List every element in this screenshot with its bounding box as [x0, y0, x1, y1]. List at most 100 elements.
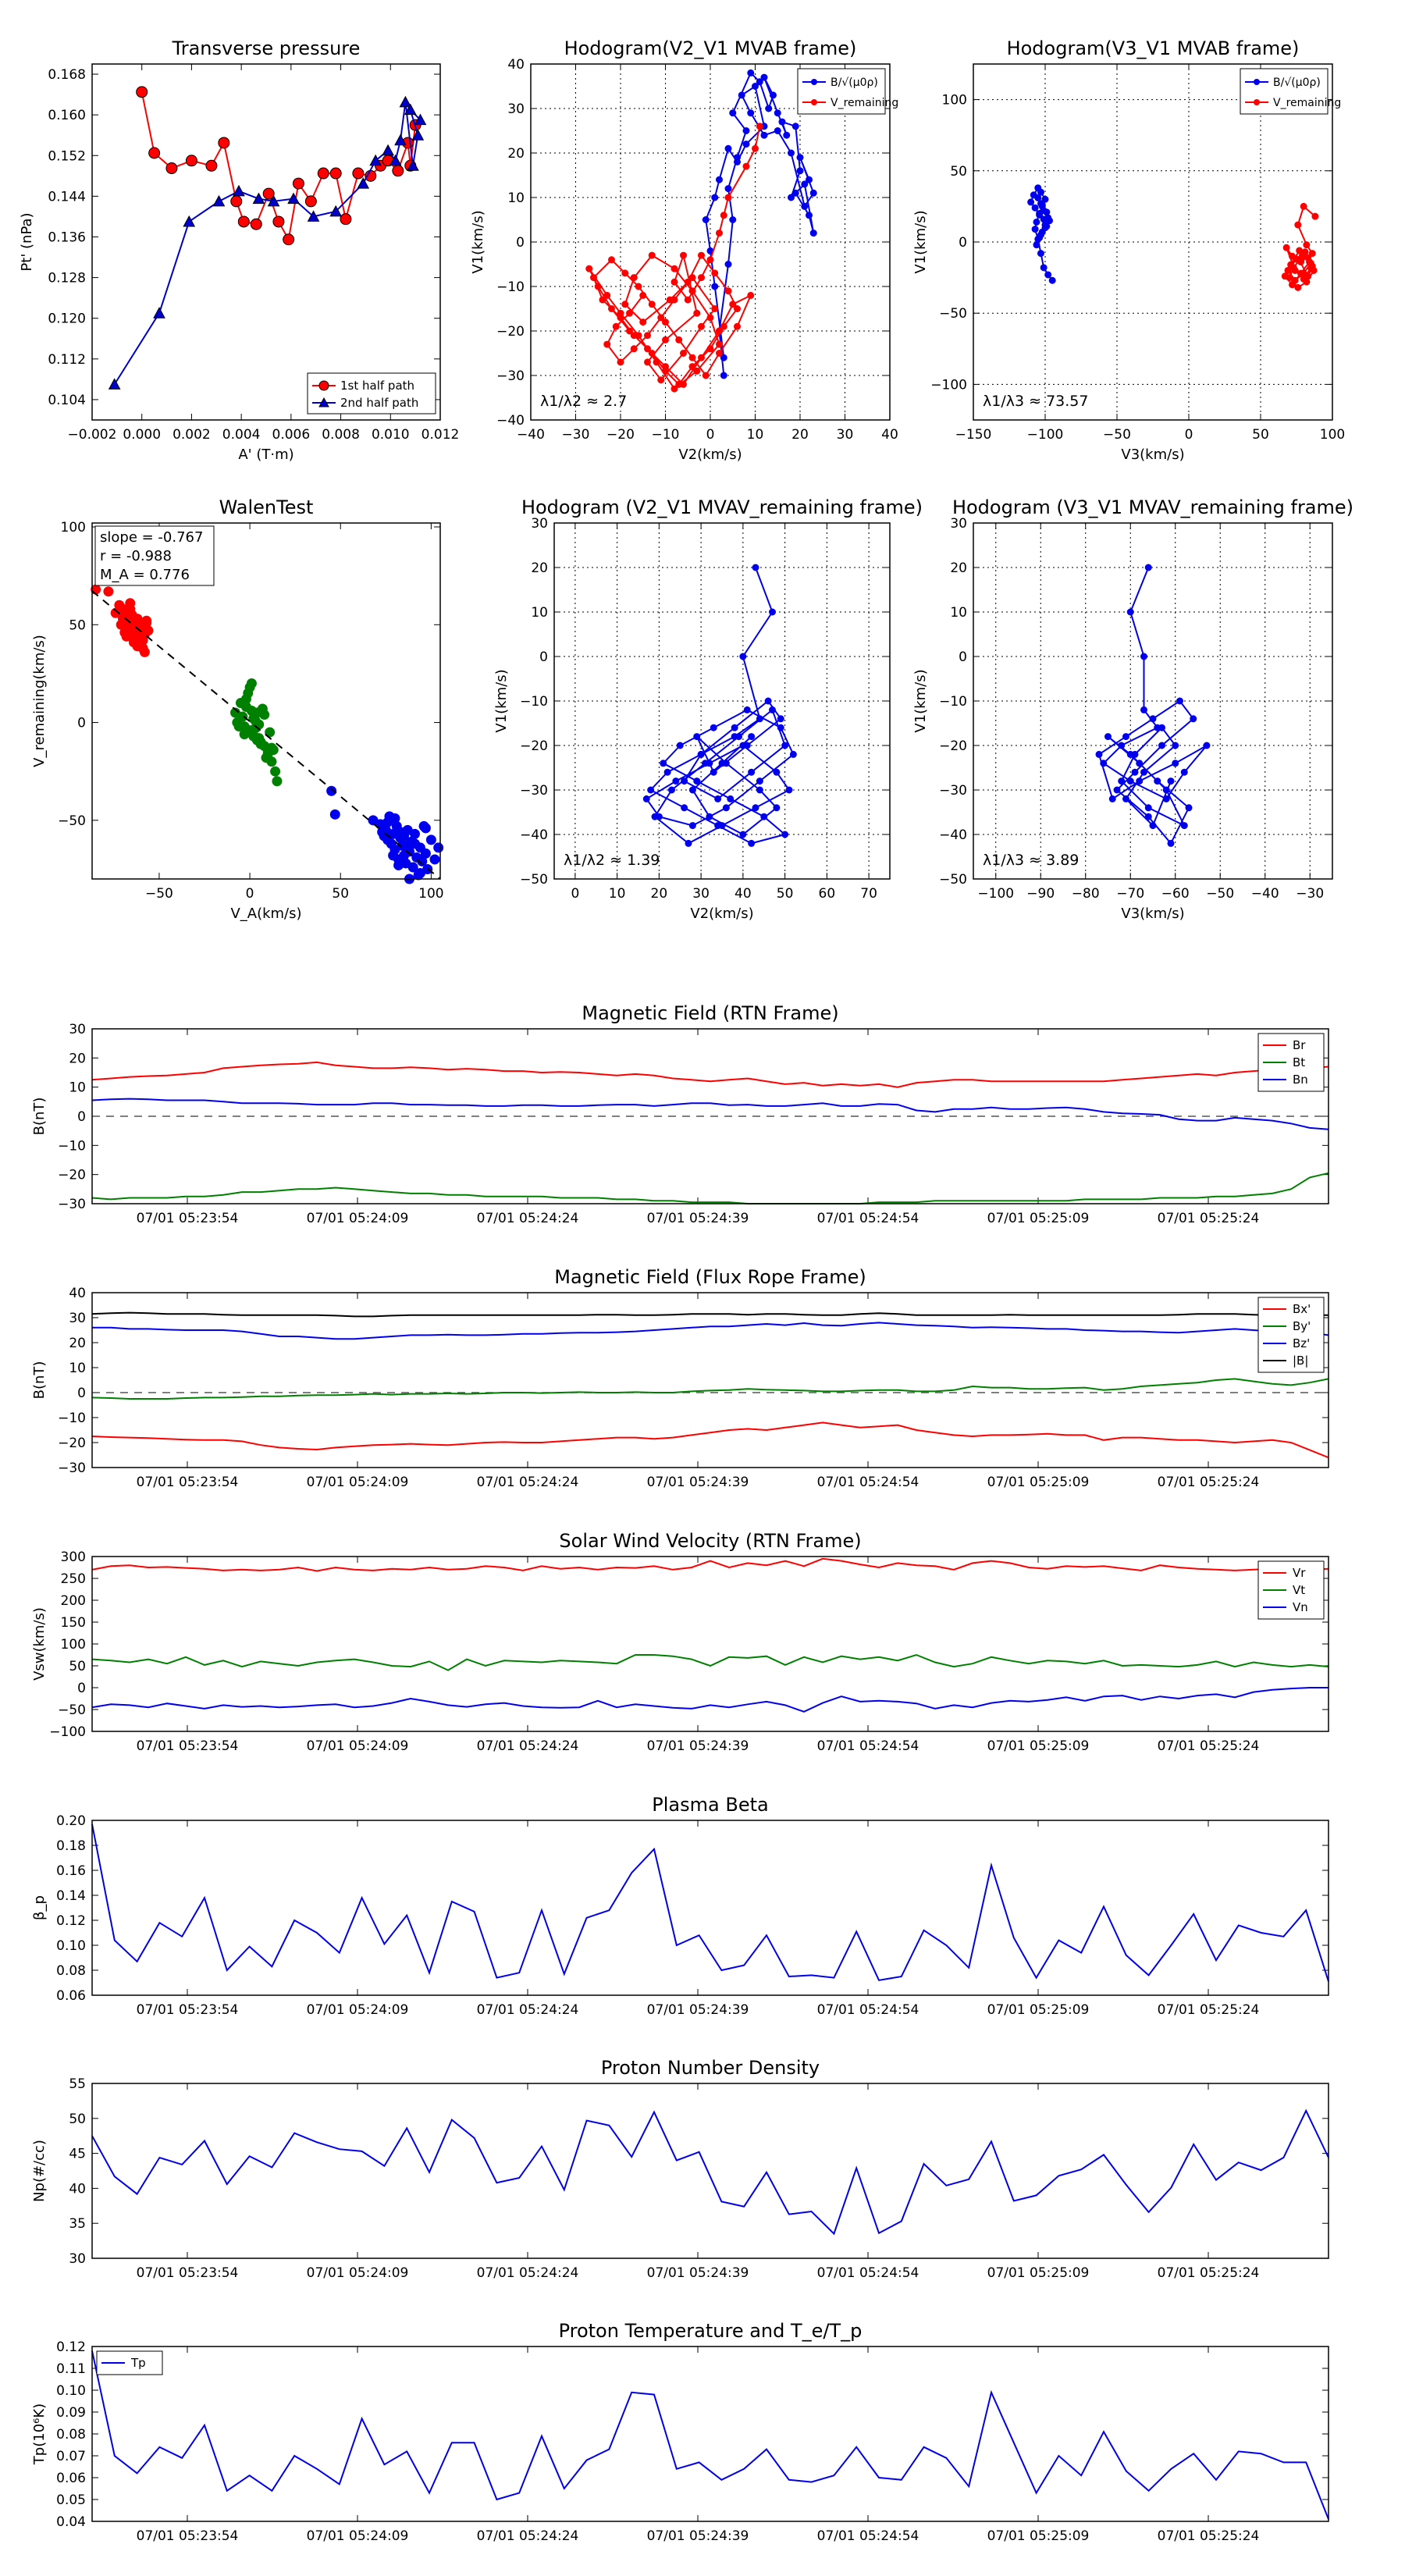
x-tick-label: 07/01 05:24:09: [307, 1211, 409, 1226]
data-point-2nd-half: [183, 215, 196, 227]
y-tick-label: −30: [496, 368, 525, 384]
hodogram-point-2: [1282, 244, 1290, 251]
data-point-2nd-half: [252, 192, 265, 205]
x-tick-label: 07/01 05:23:54: [137, 2528, 239, 2544]
walen-point-blue: [389, 813, 400, 824]
hodogram-point-2: [644, 332, 651, 340]
y-tick-label: 50: [950, 164, 967, 180]
walen-point-blue: [414, 867, 425, 878]
hodogram-point-1: [1185, 804, 1193, 812]
y-tick-label: −100: [930, 377, 967, 393]
chart-h21r: Hodogram (V2_V1 MVAV_remaining frame) −50…: [493, 496, 923, 922]
x-tick-label: 07/01 05:25:24: [1158, 1211, 1260, 1226]
walen-point-blue: [388, 850, 399, 861]
hodogram-point-1: [688, 786, 696, 794]
hodogram-point-1: [1041, 195, 1049, 203]
y-tick-label: −10: [496, 279, 525, 295]
fit-line: [91, 590, 441, 880]
hodogram-point-2: [734, 322, 741, 330]
legend-label: 2nd half path: [340, 396, 418, 410]
hodogram-point-1: [651, 813, 659, 820]
x-tick-label: 07/01 05:25:09: [987, 2528, 1090, 2544]
hodogram-point-1: [729, 109, 737, 117]
series-Tp: [91, 2350, 1329, 2520]
hodogram-point-2: [688, 363, 696, 371]
plot-frame: [91, 1556, 1329, 1732]
chart-title: Transverse pressure: [172, 37, 361, 59]
legend-label: B/√(μ0ρ): [1273, 76, 1321, 89]
data-point-2nd-half: [357, 177, 370, 189]
x-tick-label: 07/01 05:24:39: [647, 1475, 749, 1490]
stat-slope: slope = -0.767: [100, 529, 203, 546]
hodogram-point-1: [1037, 250, 1044, 258]
hodogram-point-1: [1041, 224, 1049, 232]
y-axis-label: B(nT): [31, 1098, 48, 1136]
hodogram-point-1: [1043, 208, 1051, 216]
legend-marker: [1254, 79, 1260, 85]
data-point-2nd-half: [212, 194, 226, 207]
x-tick-label: −100: [1027, 427, 1064, 443]
x-tick-label: 10: [609, 886, 626, 902]
hodogram-point-1: [752, 83, 759, 90]
hodogram-point-2: [698, 274, 705, 282]
y-tick-label: 0.06: [56, 2471, 86, 2486]
hodogram-point-1: [672, 777, 680, 785]
hodogram-point-1: [1100, 760, 1108, 767]
x-tick-label: 30: [837, 427, 854, 443]
hodogram-point-2: [630, 274, 638, 282]
y-tick-label: −50: [58, 1703, 86, 1718]
hodogram-point-1: [1108, 795, 1116, 802]
hodogram-point-2: [688, 354, 696, 361]
x-tick-label: 07/01 05:24:24: [477, 2002, 579, 2018]
series-Bx': [91, 1421, 1329, 1459]
series-line-2nd-half: [113, 101, 422, 385]
walen-point-blue: [429, 854, 440, 865]
y-axis-label: β_p: [31, 1895, 48, 1920]
hodogram-point-1: [734, 158, 741, 165]
x-tick-label: 07/01 05:23:54: [137, 1211, 239, 1226]
y-tick-label: 50: [69, 1659, 86, 1674]
x-tick-label: 20: [791, 427, 809, 443]
hodogram-point-1: [764, 697, 772, 705]
x-tick-label: 07/01 05:24:24: [477, 2528, 579, 2544]
hodogram-point-2: [711, 269, 719, 277]
hodogram-point-1: [714, 795, 722, 802]
x-tick-label: 07/01 05:25:24: [1158, 1738, 1260, 1754]
hodogram-point-2: [1286, 274, 1293, 282]
hodogram-point-1: [1118, 742, 1126, 749]
series-Bz': [92, 1322, 1329, 1340]
hodogram-point-2: [608, 256, 615, 264]
hodogram-point-2: [680, 251, 687, 259]
y-tick-label: 0.11: [56, 2361, 86, 2377]
hodogram-point-2: [662, 367, 669, 375]
x-tick-label: 07/01 05:24:54: [817, 1211, 919, 1226]
hodogram-point-1: [791, 189, 799, 197]
x-tick-label: 0: [706, 427, 715, 443]
x-tick-label: 07/01 05:23:54: [137, 1475, 239, 1490]
hodogram-point-2: [594, 283, 602, 290]
data-point-1st-half: [352, 167, 365, 180]
hodogram-point-1: [1167, 777, 1175, 785]
walen-point-blue: [425, 834, 436, 845]
x-tick-label: 07/01 05:24:09: [307, 2528, 409, 2544]
hodogram-point-1: [724, 144, 732, 152]
hodogram-point-1: [663, 768, 671, 776]
hodogram-point-1: [720, 354, 727, 361]
hodogram-point-1: [796, 154, 804, 162]
hodogram-point-2: [648, 301, 656, 308]
hodogram-point-1: [1158, 724, 1165, 731]
hodogram-point-2: [603, 340, 611, 348]
hodogram-point-1: [1172, 760, 1179, 767]
data-point-2nd-half: [108, 378, 121, 390]
plot-frame: [973, 63, 1333, 421]
eigenvalue-ratio: λ1/λ3 ≈ 3.89: [983, 852, 1079, 869]
y-tick-label: −30: [58, 1461, 86, 1476]
y-tick-label: 0.12: [56, 2339, 86, 2355]
x-tick-label: 0.004: [222, 427, 261, 443]
hodogram-point-2: [635, 283, 642, 290]
hodogram-point-2: [626, 327, 633, 335]
hodogram-point-1: [1167, 839, 1175, 847]
chart-h31r: Hodogram (V3_V1 MVAV_remaining frame) −50…: [912, 496, 1353, 922]
x-tick-label: 07/01 05:25:09: [987, 1475, 1090, 1490]
hodogram-point-2: [698, 354, 705, 361]
